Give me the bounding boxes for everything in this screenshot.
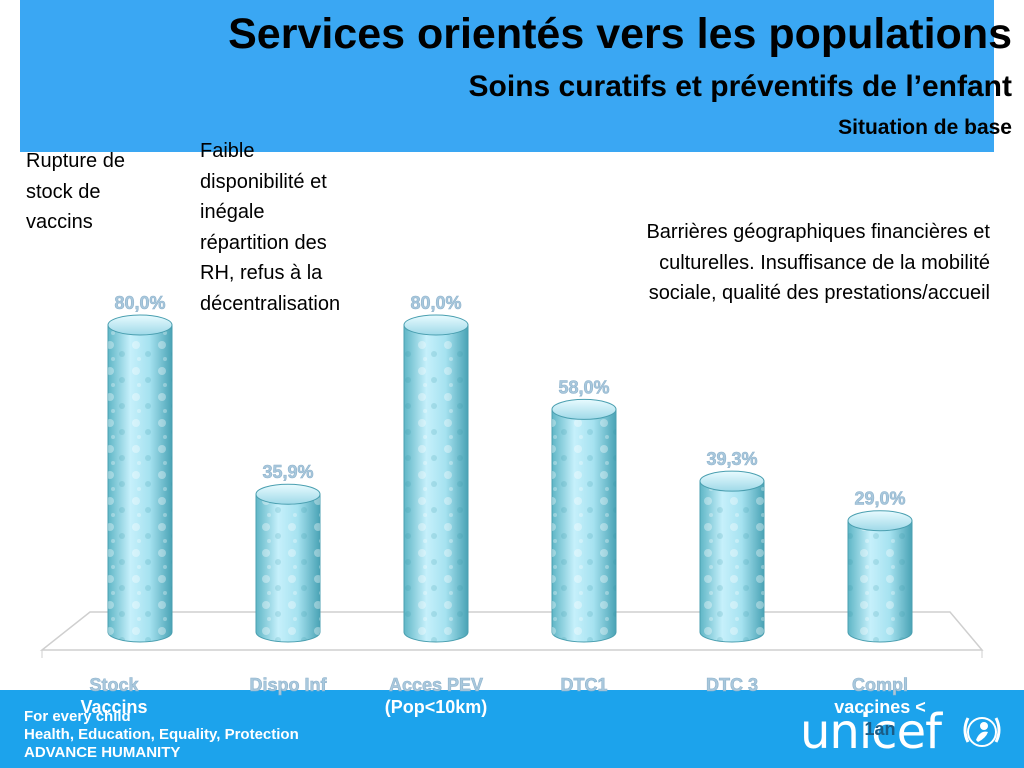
x-tick-label: 1an bbox=[864, 719, 895, 739]
annotation-line: culturelles. Insuffisance de la mobilité bbox=[659, 251, 990, 274]
annotation-line: inégale bbox=[200, 201, 265, 223]
bar-cap bbox=[551, 398, 617, 420]
annotation-line: disponibilité et bbox=[200, 170, 327, 193]
bar-cap bbox=[255, 483, 321, 505]
title-banner bbox=[20, 0, 994, 152]
bar-1 bbox=[255, 483, 321, 643]
annotation-barriers: Barrières géographiques financières et c… bbox=[530, 217, 990, 309]
x-tick-label: Vaccins bbox=[80, 697, 147, 717]
tagline-line: Health, Education, Equality, Protection bbox=[24, 726, 299, 743]
bar-texture bbox=[256, 494, 320, 642]
annotation-line: RH, refus à la bbox=[200, 262, 323, 284]
annotation-line: Barrières géographiques financières et bbox=[646, 221, 990, 243]
tagline-line: ADVANCE HUMANITY bbox=[24, 744, 181, 761]
annotation-stock-rupture: Rupture de stock de vaccins bbox=[26, 146, 186, 238]
bar-texture bbox=[552, 409, 616, 642]
unicef-emblem-icon bbox=[963, 717, 1001, 747]
unicef-logo: unicef bbox=[800, 704, 942, 760]
page-subtitle-situation: Situation de base bbox=[838, 116, 1012, 139]
data-label: 58,0% bbox=[558, 377, 609, 397]
bar-cap bbox=[107, 314, 173, 336]
bar-texture bbox=[404, 325, 468, 642]
bar-0 bbox=[107, 314, 173, 643]
annotation-line: sociale, qualité des prestations/accueil bbox=[648, 282, 990, 304]
data-label: 29,0% bbox=[854, 489, 905, 509]
annotation-line: vaccins bbox=[26, 211, 93, 233]
x-tick-label: (Pop<10km) bbox=[385, 697, 488, 717]
x-tick-label: Dispo Inf bbox=[250, 675, 328, 695]
bar-texture bbox=[848, 520, 912, 642]
annotation-rh: Faible disponibilité et inégale répartit… bbox=[200, 136, 390, 319]
data-label: 80,0% bbox=[410, 293, 461, 313]
bar-cap bbox=[847, 510, 913, 532]
chart-floor bbox=[39, 611, 984, 658]
bar-4 bbox=[699, 470, 765, 643]
tagline-line: For every child bbox=[24, 708, 131, 725]
page-subtitle: Soins curatifs et préventifs de l’enfant bbox=[468, 70, 1012, 103]
data-label: 35,9% bbox=[262, 462, 313, 482]
footer-band bbox=[0, 690, 1024, 768]
x-tick-label: Compl bbox=[852, 675, 908, 695]
bar-3 bbox=[551, 398, 617, 643]
x-tick-label: vaccines < bbox=[834, 697, 926, 717]
annotation-line: stock de bbox=[26, 180, 101, 203]
annotation-line: décentralisation bbox=[200, 292, 341, 315]
data-label: 80,0% bbox=[114, 293, 165, 313]
footer-tagline: For every child Health, Education, Equal… bbox=[24, 708, 299, 762]
x-tick-label: Stock bbox=[89, 675, 139, 695]
x-tick-label: DTC 3 bbox=[706, 675, 758, 695]
page-title: Services orientés vers les populations bbox=[228, 10, 1012, 58]
x-tick-label: Acces PEV bbox=[389, 675, 483, 695]
annotation-line: répartition des bbox=[200, 231, 327, 254]
bar-texture bbox=[700, 481, 764, 642]
annotation-line: Faible bbox=[200, 140, 255, 162]
bar-texture bbox=[108, 325, 172, 642]
bar-cap bbox=[403, 314, 469, 336]
bar-cap bbox=[699, 470, 765, 492]
data-label: 39,3% bbox=[706, 449, 757, 469]
bar-2 bbox=[403, 314, 469, 643]
annotation-line: Rupture de bbox=[26, 150, 125, 172]
x-tick-label: DTC1 bbox=[560, 675, 607, 695]
bar-5 bbox=[847, 510, 913, 643]
